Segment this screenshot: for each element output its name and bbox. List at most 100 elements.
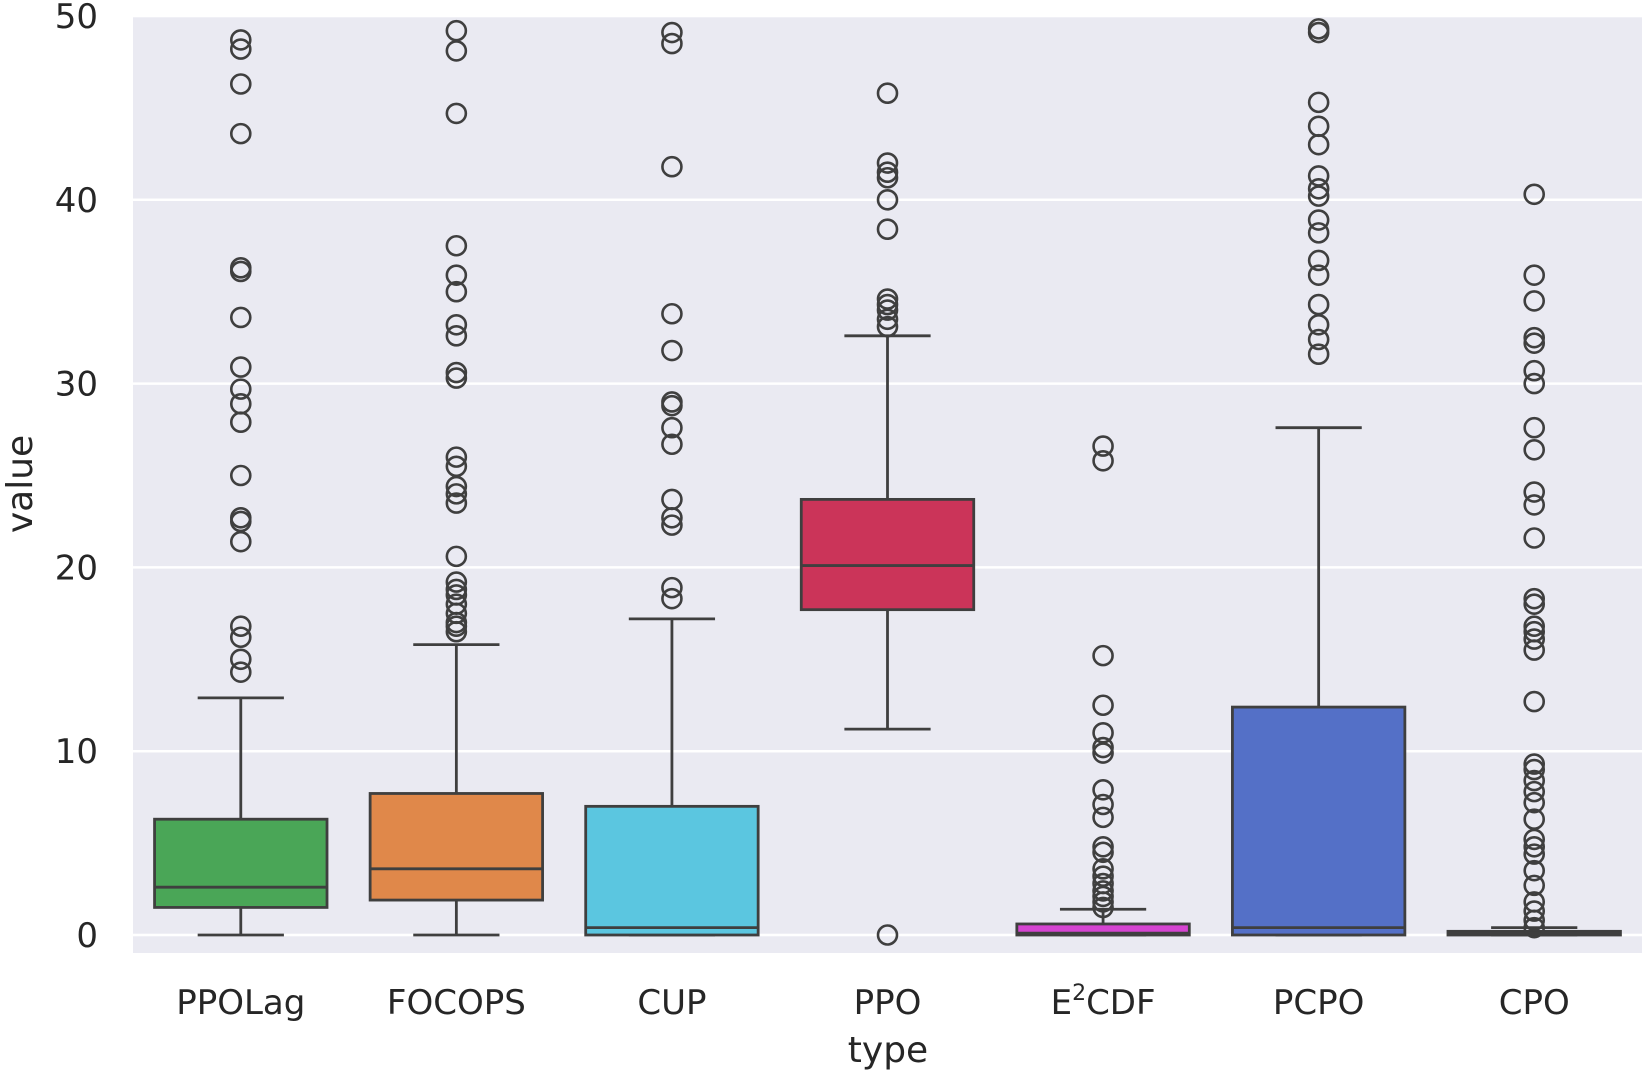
outlier-point [1523,494,1546,516]
outlier-point [876,82,899,104]
outlier-point [1092,722,1114,744]
iqr-box [368,792,544,902]
outlier-point [876,218,899,241]
outlier-point [1307,264,1330,286]
outlier-point [1523,835,1546,858]
outlier-point [445,571,468,593]
outlier-point [1523,753,1546,775]
outlier-point [1523,900,1546,922]
x-tick-label-text: FOCOPS [387,983,526,1023]
outlier-point [1523,481,1546,503]
outlier-point [1307,293,1330,316]
outlier-point [1092,793,1114,816]
outlier-point [661,339,683,362]
x-tick-label-text: PPOLag [176,983,305,1023]
outlier-point [445,492,468,514]
outlier-point [445,584,468,606]
outlier-point [876,189,899,211]
outlier-point [661,21,683,44]
outlier-point [229,29,252,51]
outlier-point [445,545,468,568]
box-group-FOCOPS [368,19,544,937]
box-series [153,18,1622,946]
outlier-point [661,576,683,599]
outlier-point [1523,874,1546,897]
outlier-point [1523,359,1546,382]
outlier-point [876,161,899,184]
iqr-box [584,804,760,937]
outlier-point [445,234,468,257]
outlier-point [445,455,468,478]
outlier-point [229,615,252,638]
iqr-box [153,817,329,909]
outlier-point [1523,416,1546,439]
outlier-point [1523,615,1546,638]
y-tick-label: 30 [55,365,98,405]
outlier-point [229,257,252,279]
x-tick-label: PPOLag [176,983,305,1023]
outlier-point [445,19,468,42]
x-tick-label: CUP [637,983,706,1023]
outlier-point [1523,843,1546,865]
outlier-point [1307,328,1330,351]
outlier-point [1523,527,1546,549]
outlier-point [445,280,468,303]
outlier-point [1092,841,1114,864]
x-tick-label: E2CDF [1051,981,1156,1023]
outlier-point [1523,808,1546,831]
x-axis-ticks: PPOLag FOCOPS CUP PPO E2CDF PCPO CPO [176,981,1570,1023]
x-tick-label: PPO [854,983,922,1023]
box-group-E2CDF [1015,435,1191,937]
box-group-CPO [1446,183,1622,939]
outlier-point [1307,209,1330,231]
outlier-point [1523,916,1546,939]
outlier-point [1523,628,1546,650]
iqr-box [1015,922,1191,937]
outlier-point [661,416,683,439]
outlier-point [661,155,683,178]
outlier-point [661,302,683,325]
outlier-point [1523,326,1546,349]
outlier-point [876,315,899,338]
outlier-point [229,506,252,529]
outlier-point [876,288,899,310]
outlier-point [1523,290,1546,312]
iqr-box [799,497,976,612]
outlier-point [1092,449,1114,472]
outlier-point [1092,694,1114,717]
outlier-point [445,313,468,336]
outlier-point [445,325,468,347]
outlier-point [1523,587,1546,610]
outlier-point [445,102,468,125]
outlier-point [229,356,252,378]
x-axis-label: type [848,1030,928,1071]
outlier-point [1092,896,1114,919]
outlier-point [876,166,899,189]
outlier-point [1523,332,1546,354]
x-tick-label-tail: CDF [1086,983,1155,1023]
outlier-point [1092,880,1114,902]
outlier-point [1523,593,1546,615]
y-tick-label: 10 [55,732,98,772]
outlier-point [1092,736,1114,759]
x-tick-label-text: CUP [637,983,706,1023]
outlier-point [1307,18,1330,40]
outlier-point [1092,872,1114,895]
outlier-point [1092,644,1114,667]
x-tick-label-text: PCPO [1273,983,1365,1023]
outlier-point [229,73,252,95]
y-tick-label: 50 [55,0,98,37]
outlier-point [1092,858,1114,880]
box-group-CUP [584,21,760,937]
outlier-point [229,626,252,649]
outlier-point [876,299,899,321]
outlier-point [1523,780,1546,803]
x-tick-label-text: PPO [854,983,922,1023]
outlier-point [876,924,899,946]
outlier-point [1092,435,1114,457]
outlier-point [445,361,468,384]
outlier-point [445,446,468,468]
outlier-point [1307,91,1330,114]
outlier-point [1307,343,1330,365]
y-tick-label: 20 [55,548,98,588]
